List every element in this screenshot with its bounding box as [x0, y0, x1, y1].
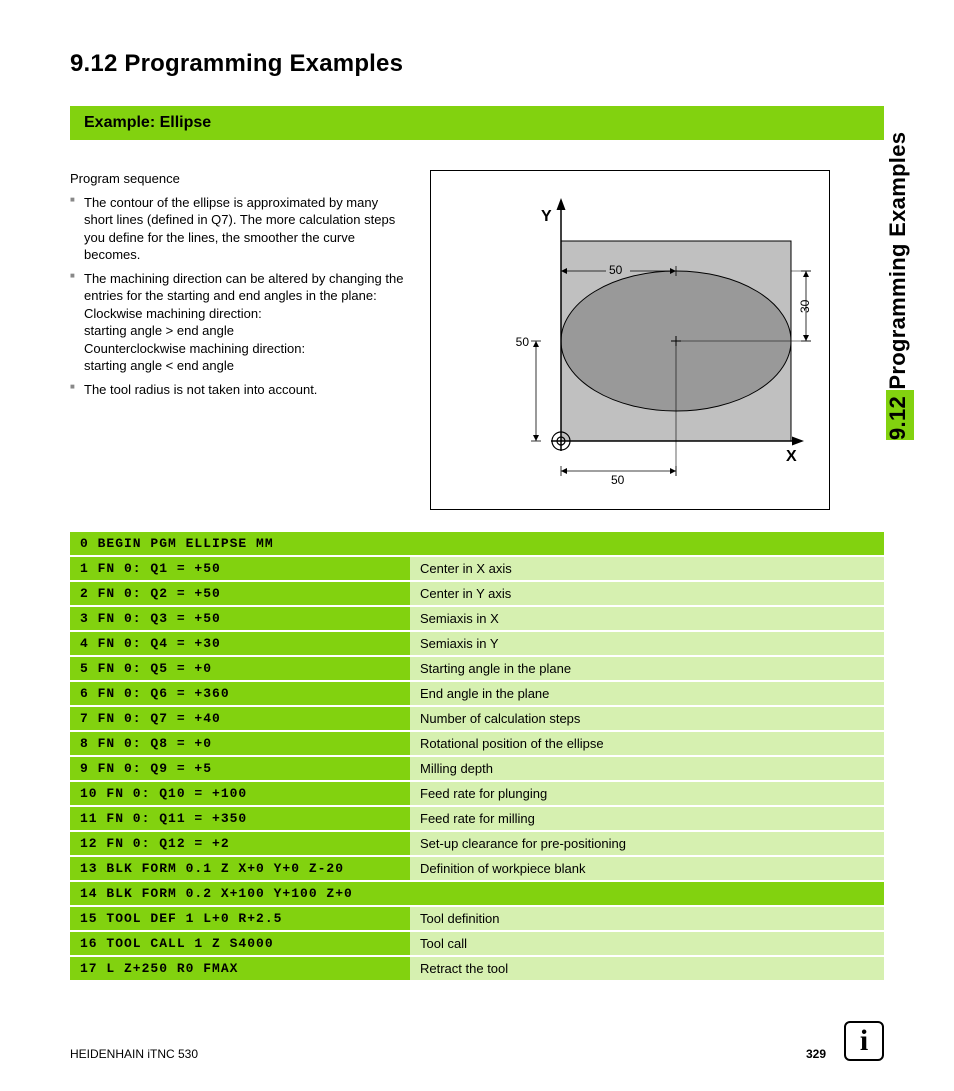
page-title: 9.12 Programming Examples: [70, 50, 884, 78]
dim-top: 50: [609, 263, 623, 277]
desc-cell: Semiaxis in Y: [410, 631, 884, 656]
bullet-item: The tool radius is not taken into accoun…: [70, 381, 410, 399]
code-cell: 6 FN 0: Q6 = +360: [70, 681, 410, 706]
table-row: 13 BLK FORM 0.1 Z X+0 Y+0 Z-20Definition…: [70, 856, 884, 881]
table-row: 0 BEGIN PGM ELLIPSE MM: [70, 531, 884, 556]
code-cell: 1 FN 0: Q1 = +50: [70, 556, 410, 581]
table-row: 5 FN 0: Q5 = +0Starting angle in the pla…: [70, 656, 884, 681]
table-row: 8 FN 0: Q8 = +0Rotational position of th…: [70, 731, 884, 756]
desc-cell: Set-up clearance for pre-positioning: [410, 831, 884, 856]
desc-cell: Center in X axis: [410, 556, 884, 581]
code-cell: 8 FN 0: Q8 = +0: [70, 731, 410, 756]
desc-cell: [410, 531, 884, 556]
desc-cell: Retract the tool: [410, 956, 884, 980]
table-row: 10 FN 0: Q10 = +100Feed rate for plungin…: [70, 781, 884, 806]
table-row: 11 FN 0: Q11 = +350Feed rate for milling: [70, 806, 884, 831]
desc-cell: End angle in the plane: [410, 681, 884, 706]
page-footer: HEIDENHAIN iTNC 530 329 i: [70, 1021, 884, 1061]
table-row: 2 FN 0: Q2 = +50Center in Y axis: [70, 581, 884, 606]
dim-right: 30: [798, 299, 812, 313]
program-table: 0 BEGIN PGM ELLIPSE MM1 FN 0: Q1 = +50Ce…: [70, 530, 884, 980]
code-cell: 3 FN 0: Q3 = +50: [70, 606, 410, 631]
desc-cell: Feed rate for milling: [410, 806, 884, 831]
code-cell: 15 TOOL DEF 1 L+0 R+2.5: [70, 906, 410, 931]
desc-cell: Rotational position of the ellipse: [410, 731, 884, 756]
x-axis-label: X: [786, 448, 797, 465]
dim-left: 50: [516, 335, 530, 349]
desc-cell: Center in Y axis: [410, 581, 884, 606]
table-row: 6 FN 0: Q6 = +360End angle in the plane: [70, 681, 884, 706]
code-cell: 5 FN 0: Q5 = +0: [70, 656, 410, 681]
table-row: 17 L Z+250 R0 FMAXRetract the tool: [70, 956, 884, 980]
diagram-column: Y X 50: [430, 170, 884, 510]
table-row: 12 FN 0: Q12 = +2Set-up clearance for pr…: [70, 831, 884, 856]
info-icon: i: [844, 1021, 884, 1061]
table-row: 7 FN 0: Q7 = +40Number of calculation st…: [70, 706, 884, 731]
sequence-label: Program sequence: [70, 170, 410, 188]
dim-bottom: 50: [611, 473, 625, 487]
code-cell: 7 FN 0: Q7 = +40: [70, 706, 410, 731]
desc-cell: Semiaxis in X: [410, 606, 884, 631]
y-axis-label: Y: [541, 208, 552, 225]
code-cell: 16 TOOL CALL 1 Z S4000: [70, 931, 410, 956]
example-heading-bar: Example: Ellipse: [70, 106, 884, 140]
table-row: 16 TOOL CALL 1 Z S4000Tool call: [70, 931, 884, 956]
code-cell: 4 FN 0: Q4 = +30: [70, 631, 410, 656]
table-row: 9 FN 0: Q9 = +5Milling depth: [70, 756, 884, 781]
page-number: 329: [806, 1047, 826, 1061]
desc-cell: Feed rate for plunging: [410, 781, 884, 806]
code-cell: 17 L Z+250 R0 FMAX: [70, 956, 410, 980]
code-cell: 14 BLK FORM 0.2 X+100 Y+100 Z+0: [70, 881, 410, 906]
desc-cell: Number of calculation steps: [410, 706, 884, 731]
ellipse-diagram: Y X 50: [430, 170, 830, 510]
table-row: 14 BLK FORM 0.2 X+100 Y+100 Z+0: [70, 881, 884, 906]
code-cell: 0 BEGIN PGM ELLIPSE MM: [70, 531, 410, 556]
desc-cell: Tool call: [410, 931, 884, 956]
text-column: Program sequence The contour of the elli…: [70, 170, 410, 510]
table-row: 15 TOOL DEF 1 L+0 R+2.5Tool definition: [70, 906, 884, 931]
table-row: 1 FN 0: Q1 = +50Center in X axis: [70, 556, 884, 581]
desc-cell: Starting angle in the plane: [410, 656, 884, 681]
desc-cell: [410, 881, 884, 906]
table-row: 4 FN 0: Q4 = +30Semiaxis in Y: [70, 631, 884, 656]
desc-cell: Tool definition: [410, 906, 884, 931]
footer-product: HEIDENHAIN iTNC 530: [70, 1047, 198, 1061]
code-cell: 9 FN 0: Q9 = +5: [70, 756, 410, 781]
bullet-list: The contour of the ellipse is approximat…: [70, 194, 410, 399]
code-cell: 12 FN 0: Q12 = +2: [70, 831, 410, 856]
content-row: Program sequence The contour of the elli…: [70, 170, 884, 510]
bullet-item: The machining direction can be altered b…: [70, 270, 410, 375]
page-content: 9.12 Programming Examples Example: Ellip…: [0, 0, 954, 1010]
code-cell: 2 FN 0: Q2 = +50: [70, 581, 410, 606]
desc-cell: Milling depth: [410, 756, 884, 781]
code-cell: 11 FN 0: Q11 = +350: [70, 806, 410, 831]
table-row: 3 FN 0: Q3 = +50Semiaxis in X: [70, 606, 884, 631]
bullet-item: The contour of the ellipse is approximat…: [70, 194, 410, 264]
desc-cell: Definition of workpiece blank: [410, 856, 884, 881]
code-cell: 10 FN 0: Q10 = +100: [70, 781, 410, 806]
code-cell: 13 BLK FORM 0.1 Z X+0 Y+0 Z-20: [70, 856, 410, 881]
